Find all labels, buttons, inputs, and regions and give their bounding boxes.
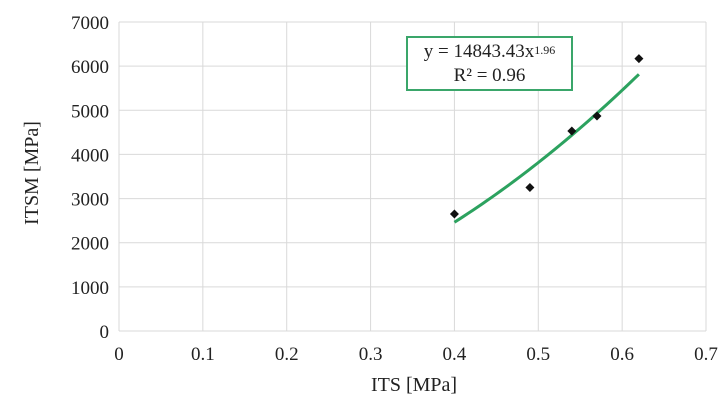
- trendline-equation: y = 14843.43x1.96: [408, 40, 571, 64]
- y-tick-label: 4000: [71, 145, 109, 166]
- data-points: [449, 54, 644, 219]
- y-tick-label: 6000: [71, 57, 109, 78]
- y-tick-label: 2000: [71, 234, 109, 255]
- x-tick-labels: 0 0.1 0.2 0.3 0.4 0.5 0.6 0.7: [114, 344, 718, 365]
- y-tick-labels: 0 1000 2000 3000 4000 5000 6000 7000: [71, 13, 109, 343]
- y-tick-label: 3000: [71, 190, 109, 211]
- y-tick-label: 7000: [71, 13, 109, 34]
- equation-prefix: y = 14843.43x: [423, 41, 535, 62]
- y-tick-label: 5000: [71, 101, 109, 122]
- y-tick-label: 0: [100, 322, 110, 343]
- x-axis-title: ITS [MPa]: [371, 374, 457, 396]
- trendline-equation-box: y = 14843.43x1.96 R² = 0.96: [406, 36, 573, 91]
- data-point: [634, 54, 644, 64]
- equation-exponent: 1.96: [534, 43, 556, 57]
- x-tick-label: 0.2: [275, 344, 299, 365]
- y-axis-title: ITSM [MPa]: [21, 121, 43, 225]
- data-point: [525, 183, 535, 193]
- data-point: [592, 111, 602, 121]
- x-tick-label: 0.4: [443, 344, 467, 365]
- r-squared-label: R² = 0.96: [453, 65, 526, 86]
- trendline: [453, 73, 640, 224]
- x-tick-label: 0.1: [191, 344, 215, 365]
- x-tick-label: 0.7: [694, 344, 718, 365]
- x-tick-label: 0.5: [526, 344, 550, 365]
- x-tick-label: 0.3: [359, 344, 383, 365]
- x-tick-label: 0: [114, 344, 124, 365]
- data-point: [567, 126, 577, 136]
- x-tick-label: 0.6: [610, 344, 634, 365]
- data-point: [449, 209, 459, 219]
- y-tick-label: 1000: [71, 278, 109, 299]
